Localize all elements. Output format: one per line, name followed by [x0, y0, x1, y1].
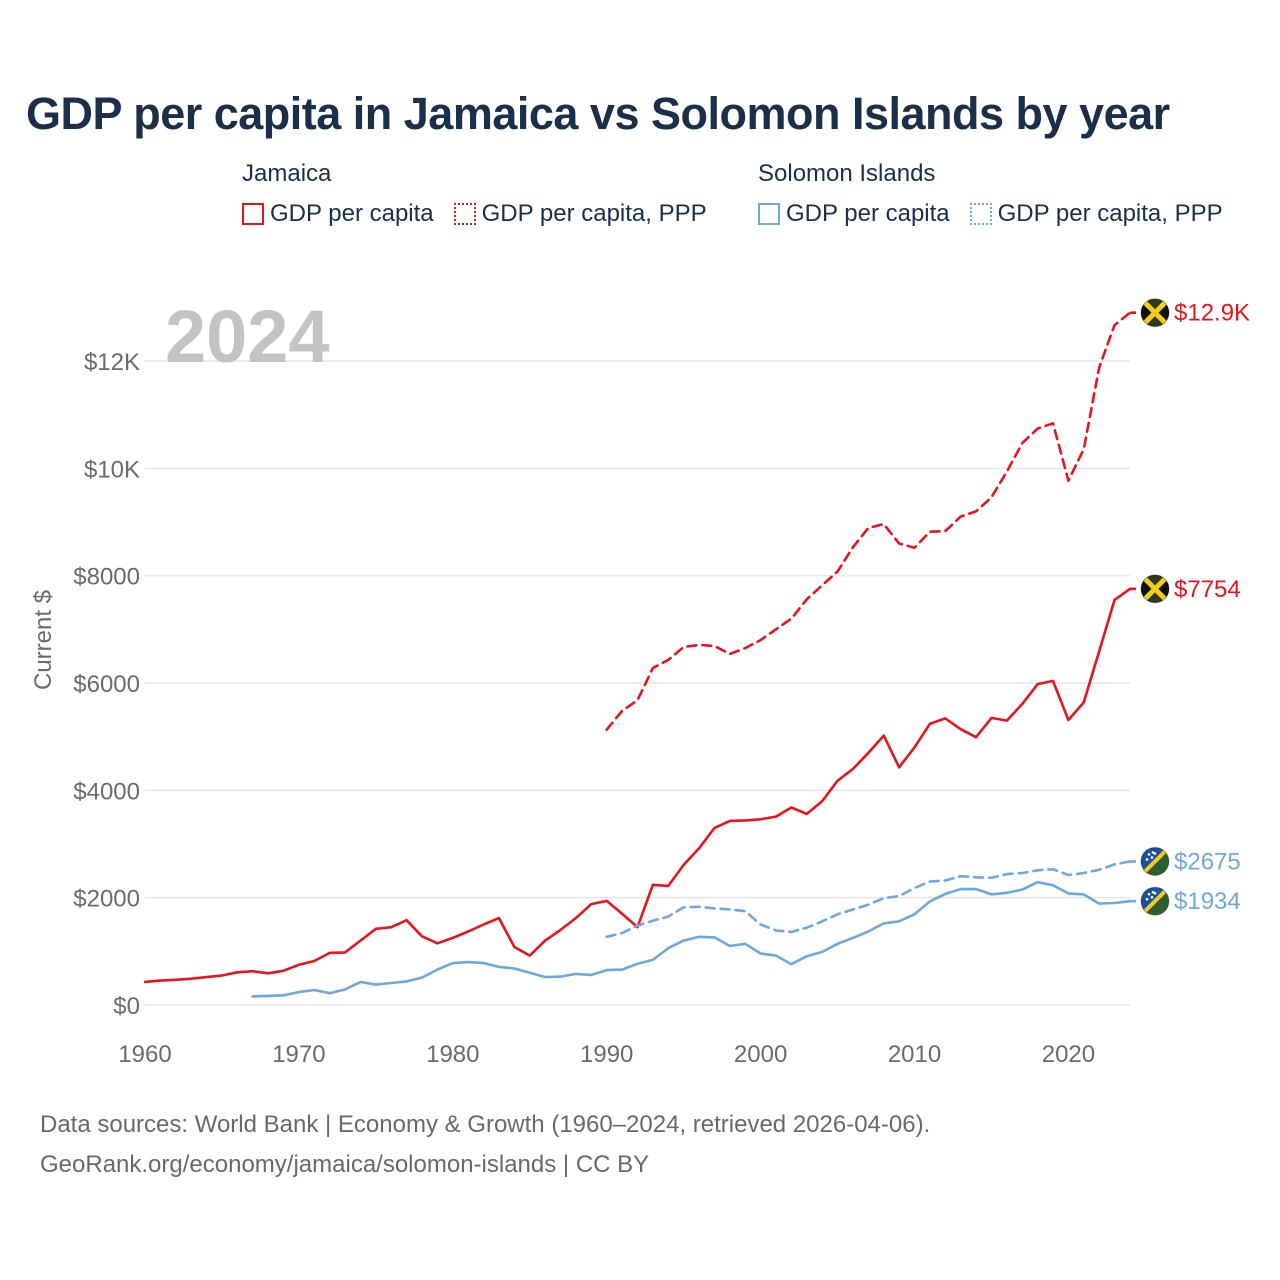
legend-group-name: Solomon Islands	[758, 160, 936, 187]
y-tick-label: $10K	[84, 456, 140, 483]
end-markers: $7754 $12.9K $1934 $2675	[1130, 298, 1250, 916]
y-tick-label: $4000	[73, 778, 140, 805]
x-tick-label: 2000	[734, 1041, 787, 1068]
end-value-label: $7754	[1174, 576, 1241, 603]
x-tick-label: 2010	[888, 1041, 941, 1068]
end-value-label: $2675	[1174, 848, 1241, 875]
series-line-solomon-islands-gdp-per-capita-ppp[interactable]	[605, 860, 1132, 939]
x-tick-label: 1960	[118, 1041, 171, 1068]
solomon-islands-flag-icon	[1140, 886, 1170, 916]
y-tick-labels: $0 $2000 $4000 $6000 $8000 $10K $12K	[73, 349, 140, 1020]
x-tick-label: 1970	[272, 1041, 325, 1068]
y-axis-label: Current $	[30, 590, 57, 690]
footer: Data sources: World Bank | Economy & Gro…	[40, 1105, 930, 1185]
series-line-solomon-islands-gdp-per-capita[interactable]	[251, 880, 1132, 998]
source-url-text: GeoRank.org/economy/jamaica/solomon-isla…	[40, 1151, 650, 1178]
series-line-jamaica-gdp-per-capita[interactable]	[143, 587, 1132, 984]
legend-group-name: Jamaica	[242, 160, 332, 187]
y-tick-label: $8000	[73, 564, 140, 591]
grid-lines	[145, 360, 1130, 1006]
legend-item-label: GDP per capita, PPP	[997, 200, 1223, 227]
x-tick-label: 1990	[580, 1041, 633, 1068]
x-tick-label: 1980	[426, 1041, 479, 1068]
chart-title: GDP per capita in Jamaica vs Solomon Isl…	[26, 88, 1170, 139]
year-label: 2024	[165, 295, 330, 378]
legend-swatch-solid-blue	[758, 203, 780, 225]
y-tick-label: $0	[113, 993, 140, 1020]
y-tick-label: $12K	[84, 349, 140, 376]
legend-group-solomon-islands: Solomon Islands GDP per capita GDP per c…	[758, 160, 1223, 228]
legend-item-jamaica-gdp[interactable]: GDP per capita	[242, 200, 434, 228]
legend-item-label: GDP per capita	[786, 200, 950, 227]
y-tick-label: $2000	[73, 886, 140, 913]
series-lines	[143, 311, 1132, 998]
x-tick-label: 2020	[1042, 1041, 1095, 1068]
data-sources-text: Data sources: World Bank | Economy & Gro…	[40, 1111, 931, 1138]
solomon-islands-flag-icon	[1140, 846, 1170, 876]
end-value-label: $1934	[1174, 888, 1241, 915]
legend-item-jamaica-gdp-ppp[interactable]: GDP per capita, PPP	[453, 200, 707, 228]
legend-item-label: GDP per capita, PPP	[481, 200, 707, 227]
x-tick-labels: 1960 1970 1980 1990 2000 2010 2020	[118, 1041, 1095, 1068]
legend-item-label: GDP per capita	[270, 200, 434, 227]
legend-swatch-solid-red	[242, 203, 264, 225]
legend-item-solomon-gdp-ppp[interactable]: GDP per capita, PPP	[969, 200, 1223, 228]
y-tick-label: $6000	[73, 671, 140, 698]
jamaica-flag-icon	[1140, 298, 1170, 328]
jamaica-flag-icon	[1140, 574, 1170, 604]
legend-swatch-dotted-blue	[969, 203, 992, 225]
legend-group-jamaica: Jamaica GDP per capita GDP per capita, P…	[242, 160, 707, 228]
end-value-label: $12.9K	[1174, 300, 1250, 327]
legend-item-solomon-gdp[interactable]: GDP per capita	[758, 200, 950, 228]
legend-swatch-dotted-red	[453, 203, 476, 225]
series-line-jamaica-gdp-per-capita-ppp[interactable]	[605, 311, 1132, 732]
